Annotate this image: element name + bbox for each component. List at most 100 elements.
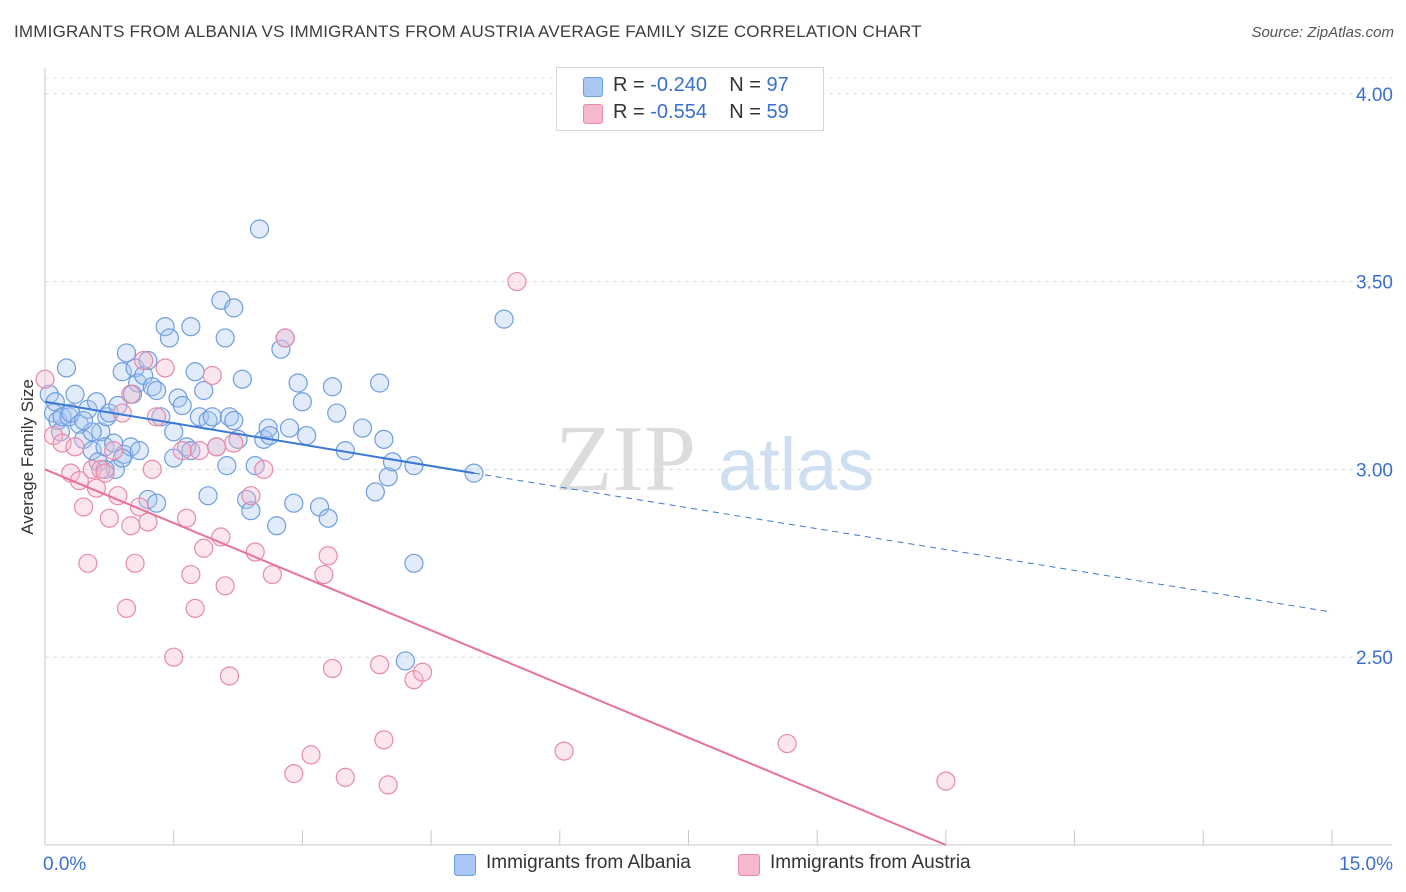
point-albania	[198, 486, 218, 506]
point-austria	[189, 441, 210, 461]
point-albania	[279, 418, 300, 438]
point-albania	[56, 358, 77, 378]
point-albania	[159, 328, 180, 348]
point-austria	[155, 358, 175, 378]
point-albania	[146, 380, 167, 401]
point-albania	[382, 452, 403, 472]
point-austria	[215, 576, 235, 596]
bottom-legend-label-austria: Immigrants from Austria	[770, 852, 971, 873]
point-albania	[224, 298, 244, 318]
legend-r-value-albania: -0.240	[650, 74, 707, 96]
point-albania	[116, 343, 137, 363]
point-austria	[185, 598, 205, 618]
point-austria	[412, 662, 433, 682]
point-albania	[365, 482, 385, 502]
point-austria	[74, 497, 94, 517]
point-albania	[129, 441, 149, 461]
point-austria	[322, 658, 343, 679]
point-albania	[370, 373, 390, 393]
y-tick-label: 3.50	[1356, 273, 1393, 294]
y-axis-label: Average Family Size	[18, 379, 37, 535]
point-albania	[128, 373, 148, 393]
point-austria	[176, 508, 197, 528]
point-austria	[374, 730, 394, 750]
point-albania	[258, 418, 278, 438]
point-austria	[284, 764, 304, 784]
point-austria	[378, 775, 398, 795]
point-austria	[121, 384, 141, 404]
point-albania	[327, 403, 347, 423]
point-albania	[65, 384, 85, 404]
point-albania	[378, 467, 398, 487]
point-austria	[194, 538, 214, 558]
point-albania	[217, 456, 237, 476]
point-albania	[267, 516, 287, 536]
trend-line-austria	[44, 468, 947, 846]
point-austria	[121, 516, 141, 536]
point-austria	[181, 564, 201, 585]
point-austria	[125, 553, 145, 573]
point-austria	[301, 745, 321, 765]
watermark-atlas: atlas	[718, 423, 874, 506]
legend-n-label: N =	[729, 101, 767, 123]
data-points	[35, 219, 956, 795]
point-albania	[297, 425, 317, 446]
point-austria	[507, 271, 527, 292]
point-austria	[146, 407, 167, 427]
point-albania	[288, 373, 308, 393]
point-austria	[241, 486, 261, 506]
point-albania	[374, 429, 394, 449]
source-credit: Source: ZipAtlas.com	[1251, 24, 1394, 41]
bottom-legend-swatch-albania	[454, 854, 476, 876]
point-albania	[194, 380, 214, 401]
point-austria	[78, 553, 98, 573]
point-austria	[245, 542, 265, 562]
bottom-legend-swatch-austria	[738, 854, 760, 876]
point-albania	[202, 407, 222, 427]
point-austria	[219, 666, 240, 686]
point-albania	[395, 651, 415, 671]
y-tick-label: 4.00	[1356, 85, 1393, 106]
trend-lines	[44, 400, 1333, 846]
point-albania	[494, 309, 514, 329]
point-albania	[155, 317, 175, 337]
point-austria	[134, 350, 154, 371]
chart-title: IMMIGRANTS FROM ALBANIA VS IMMIGRANTS FR…	[14, 22, 922, 41]
point-albania	[318, 508, 338, 528]
point-albania	[292, 392, 312, 412]
point-albania	[105, 459, 125, 479]
correlation-legend: R = -0.240 N = 97 R = -0.554 N = 59	[556, 67, 824, 131]
point-albania	[112, 362, 132, 382]
point-austria	[65, 437, 85, 457]
point-albania	[146, 493, 167, 513]
y-tick-label: 2.50	[1356, 648, 1393, 669]
point-austria	[254, 459, 274, 479]
point-albania	[224, 410, 244, 431]
point-albania	[352, 418, 373, 438]
point-austria	[172, 441, 192, 461]
point-austria	[116, 598, 137, 618]
trend-line-albania	[44, 400, 475, 475]
point-austria	[335, 767, 355, 787]
legend-n-value-austria: 59	[766, 101, 789, 123]
point-austria	[777, 733, 797, 754]
point-albania	[284, 493, 304, 513]
legend-r-value-austria: -0.554	[650, 101, 707, 123]
x-tick-label-min: 0.0%	[43, 854, 86, 875]
point-albania	[404, 553, 424, 573]
point-austria	[164, 647, 184, 667]
point-austria	[318, 546, 338, 566]
legend-r-label: R =	[613, 74, 651, 96]
point-austria	[224, 433, 244, 453]
point-austria	[104, 441, 124, 461]
point-albania	[249, 219, 270, 239]
point-austria	[52, 433, 72, 453]
legend-n-value-albania: 97	[766, 74, 789, 96]
point-albania	[215, 328, 235, 348]
point-austria	[262, 564, 282, 585]
point-albania	[164, 422, 184, 442]
point-albania	[322, 377, 343, 397]
point-austria	[202, 365, 222, 386]
point-austria	[370, 655, 390, 675]
